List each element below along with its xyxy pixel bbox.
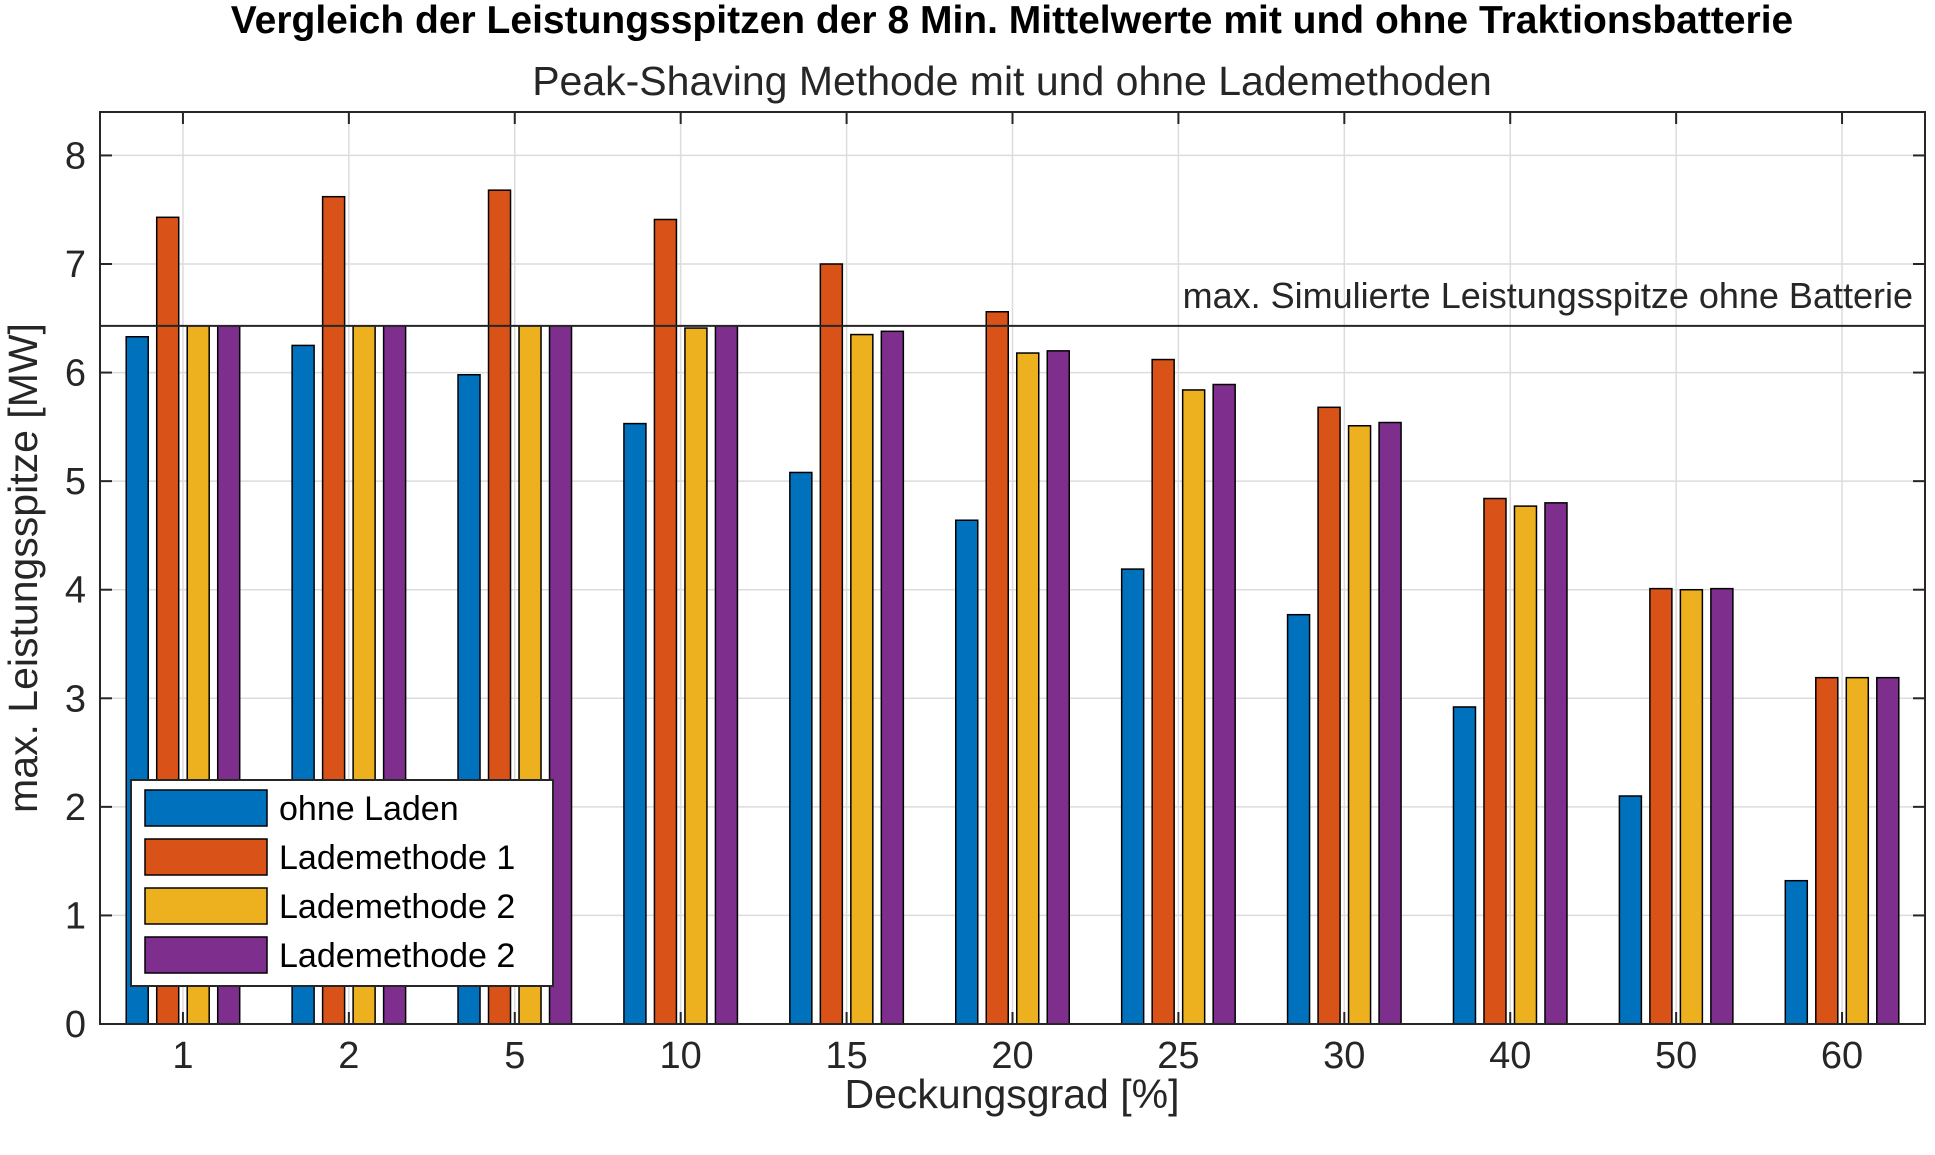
bar — [1649, 587, 1673, 1025]
y-axis-label: max. Leistungsspitze [MW] — [0, 323, 46, 813]
x-tick-label: 50 — [1655, 1035, 1697, 1077]
legend-swatch — [144, 887, 268, 925]
bar — [1876, 676, 1900, 1025]
y-tick-label: 2 — [65, 787, 86, 829]
legend-label: Lademethode 2 — [279, 888, 515, 926]
x-tick-label: 20 — [991, 1035, 1033, 1077]
x-axis-label: Deckungsgrad [%] — [844, 1071, 1179, 1117]
bar — [880, 330, 905, 1025]
bar — [850, 333, 874, 1025]
y-tick-label: 1 — [65, 895, 86, 937]
y-tick-label: 3 — [65, 678, 86, 720]
bar — [1181, 389, 1206, 1025]
bar — [819, 263, 844, 1025]
bar — [1212, 383, 1236, 1025]
bar — [684, 327, 708, 1025]
chart-subtitle: Peak-Shaving Methode mit und ohne Lademe… — [532, 58, 1492, 104]
bar — [1815, 676, 1839, 1025]
y-tick-label: 8 — [65, 135, 86, 177]
bar — [623, 422, 647, 1025]
x-tick-label: 30 — [1323, 1035, 1365, 1077]
x-tick-label: 25 — [1157, 1035, 1199, 1077]
legend-label: ohne Laden — [279, 790, 459, 828]
y-tick-label: 5 — [65, 461, 86, 503]
x-tick-label: 15 — [825, 1035, 867, 1077]
x-tick-label: 2 — [338, 1035, 359, 1077]
legend-swatch — [144, 789, 268, 827]
bar — [1317, 406, 1341, 1025]
reference-line-label: max. Simulierte Leistungsspitze ohne Bat… — [1183, 275, 1913, 316]
bar — [1618, 795, 1643, 1025]
bar — [1120, 568, 1145, 1025]
bar — [1679, 588, 1704, 1025]
x-tick-label: 5 — [504, 1035, 525, 1077]
chart-title: Vergleich der Leistungsspitzen der 8 Min… — [231, 0, 1793, 42]
legend-label: Lademethode 1 — [279, 839, 515, 877]
bar — [1347, 425, 1372, 1025]
x-tick-label: 1 — [172, 1035, 193, 1077]
x-tick-label: 10 — [660, 1035, 702, 1077]
bar — [985, 311, 1009, 1025]
y-tick-label: 7 — [65, 244, 86, 286]
legend-label: Lademethode 2 — [279, 937, 515, 975]
bar — [1286, 613, 1311, 1025]
bar — [1710, 587, 1734, 1025]
bar — [1151, 358, 1175, 1025]
bar — [1016, 352, 1040, 1025]
bar — [1483, 497, 1507, 1025]
y-tick-label: 6 — [65, 353, 86, 395]
bar — [789, 471, 813, 1025]
legend: ohne Laden Lademethode 1 Lademethode 2 Lade… — [130, 779, 554, 987]
bar — [714, 325, 739, 1025]
x-tick-label: 60 — [1821, 1035, 1863, 1077]
bar — [1513, 505, 1538, 1025]
legend-swatch — [144, 936, 268, 974]
bar — [1452, 706, 1477, 1025]
bar — [1046, 350, 1070, 1025]
bar — [653, 218, 678, 1025]
x-tick-label: 40 — [1489, 1035, 1531, 1077]
y-tick-label: 4 — [65, 570, 86, 612]
bar — [1378, 421, 1402, 1025]
bar — [1544, 502, 1568, 1025]
legend-swatch — [144, 838, 268, 876]
y-tick-label: 0 — [65, 1004, 86, 1046]
bar — [1784, 879, 1809, 1025]
bar — [1845, 676, 1870, 1025]
bars-layer — [125, 189, 1900, 1025]
bar — [955, 519, 979, 1025]
